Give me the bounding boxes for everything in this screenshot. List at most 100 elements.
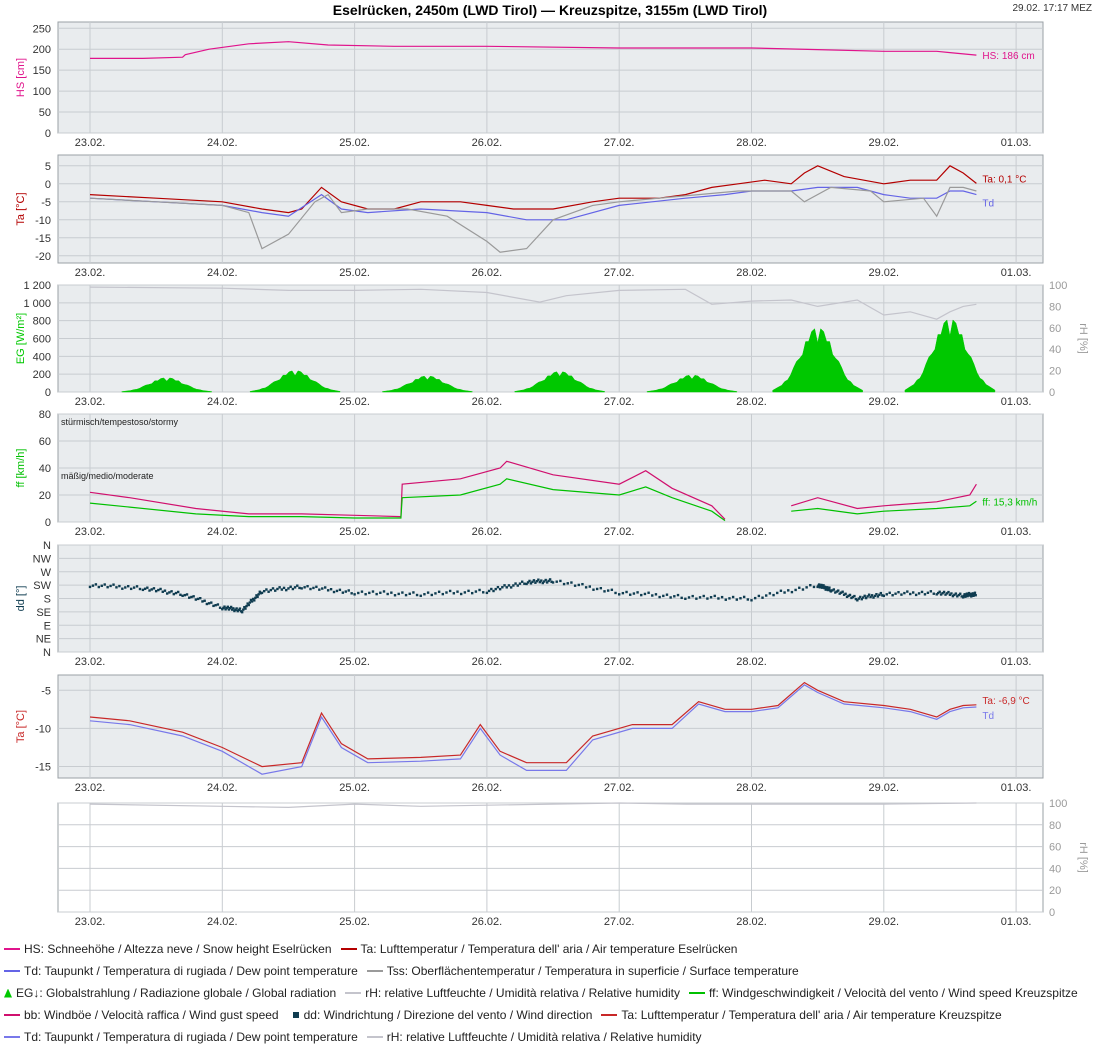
legend-item: ff: Windgeschwindigkeit / Velocità del v… [689,986,1078,1000]
wind-direction-point [170,590,173,593]
wind-direction-point [404,593,408,597]
y-tick-label: 400 [33,351,51,363]
wind-direction-point [188,596,191,599]
legend-label: Tss: Oberflächentemperatur / Temperatura… [386,964,799,978]
x-tick-label: 24.02. [207,916,238,928]
y-axis-label: ff [km/h] [15,449,27,488]
y-tick-label: SW [33,580,51,592]
wind-direction-point [212,604,215,608]
wind-direction-point [196,597,200,601]
y2-tick-label: 0 [1049,387,1055,399]
wind-direction-point [505,586,508,589]
y-tick-label: 800 [33,316,51,328]
wind-direction-point [720,595,724,599]
y-tick-label: -10 [35,723,51,735]
x-tick-label: 25.02. [339,782,370,794]
wind-direction-point [249,598,253,602]
x-tick-label: 01.03. [1001,137,1032,149]
radiation-area [121,377,212,393]
wind-direction-point [132,586,136,589]
wind-direction-point [566,582,569,585]
wind-direction-point [891,594,894,597]
wind-direction-point [735,598,738,601]
wind-direction-point [318,588,321,591]
wind-direction-point [761,596,764,599]
x-tick-label: 25.02. [339,137,370,149]
wind-direction-point [415,593,419,597]
legend-row: Td: Taupunkt / Temperatura di rugiada / … [4,960,1098,982]
wind-direction-point [559,579,562,583]
x-tick-label: 23.02. [75,916,106,928]
wind-direction-point [181,594,184,598]
wind-direction-point [146,586,149,589]
x-tick-label: 26.02. [472,396,503,408]
wind-direction-point [250,600,254,603]
wind-direction-point [529,582,533,585]
wind-direction-point [514,582,517,585]
y2-tick-label: 100 [1049,798,1067,810]
x-tick-label: 26.02. [472,526,503,538]
wind-direction-point [280,588,284,591]
wind-direction-point [573,584,577,587]
wind-direction-point [698,596,702,599]
wind-direction-point [848,593,852,597]
wind-direction-point [523,582,526,585]
wind-direction-point [289,585,292,588]
wind-direction-point [509,586,513,589]
x-tick-label: 28.02. [736,137,767,149]
legend-swatch [689,992,705,994]
y2-tick-label: 40 [1049,344,1061,356]
wind-direction-point [879,591,883,595]
wind-direction-point [926,591,930,595]
legend-label: HS: Schneehöhe / Altezza neve / Snow hei… [24,942,332,956]
x-tick-label: 25.02. [339,656,370,668]
wind-direction-point [838,592,841,595]
wind-direction-point [463,591,467,594]
wind-direction-point [227,608,231,611]
wind-direction-point [772,593,775,597]
wind-direction-point [857,597,861,600]
wind-direction-point [753,596,757,600]
x-tick-label: 26.02. [472,916,503,928]
wind-direction-point [419,594,422,598]
wind-direction-point [969,592,972,596]
legend-item: HS: Schneehöhe / Altezza neve / Snow hei… [4,942,332,956]
wind-direction-point [91,584,95,587]
wind-direction-point [216,603,220,606]
y-tick-label: -10 [35,215,51,227]
wind-direction-point [492,589,495,593]
wind-direction-point [174,591,178,595]
wind-direction-point [942,590,946,594]
wind-direction-point [393,594,397,597]
legend-label: Td: Taupunkt / Temperatura di rugiada / … [24,964,358,978]
wind-direction-point [809,583,812,587]
wind-direction-point [831,589,834,592]
y-axis-label: dd [°] [15,586,27,612]
x-tick-label: 28.02. [736,396,767,408]
x-tick-label: 28.02. [736,916,767,928]
y-axis-label: Ta [°C] [15,710,27,743]
wind-direction-point [315,585,318,589]
wind-direction-point [161,590,164,593]
x-tick-label: 01.03. [1001,782,1032,794]
wind-direction-point [109,584,112,588]
x-tick-label: 26.02. [472,137,503,149]
y-tick-label: N [43,540,51,552]
series-line-tss [89,186,977,253]
wind-direction-point [971,592,974,595]
wind-direction-point [532,579,536,582]
series-line-rh [89,802,977,809]
wind-direction-point [267,590,270,593]
legend-swatch [4,988,12,998]
wind-direction-point [739,597,742,600]
wind-direction-point [507,584,511,587]
wind-direction-point [199,597,202,600]
wind-direction-point [390,591,393,594]
wind-direction-point [291,587,295,591]
series-line-td2 [89,684,977,775]
wind-direction-point [177,590,180,594]
wind-direction-point [728,597,731,600]
wind-direction-point [581,582,584,586]
wind-direction-point [203,599,206,602]
series-line-hs [90,41,977,59]
